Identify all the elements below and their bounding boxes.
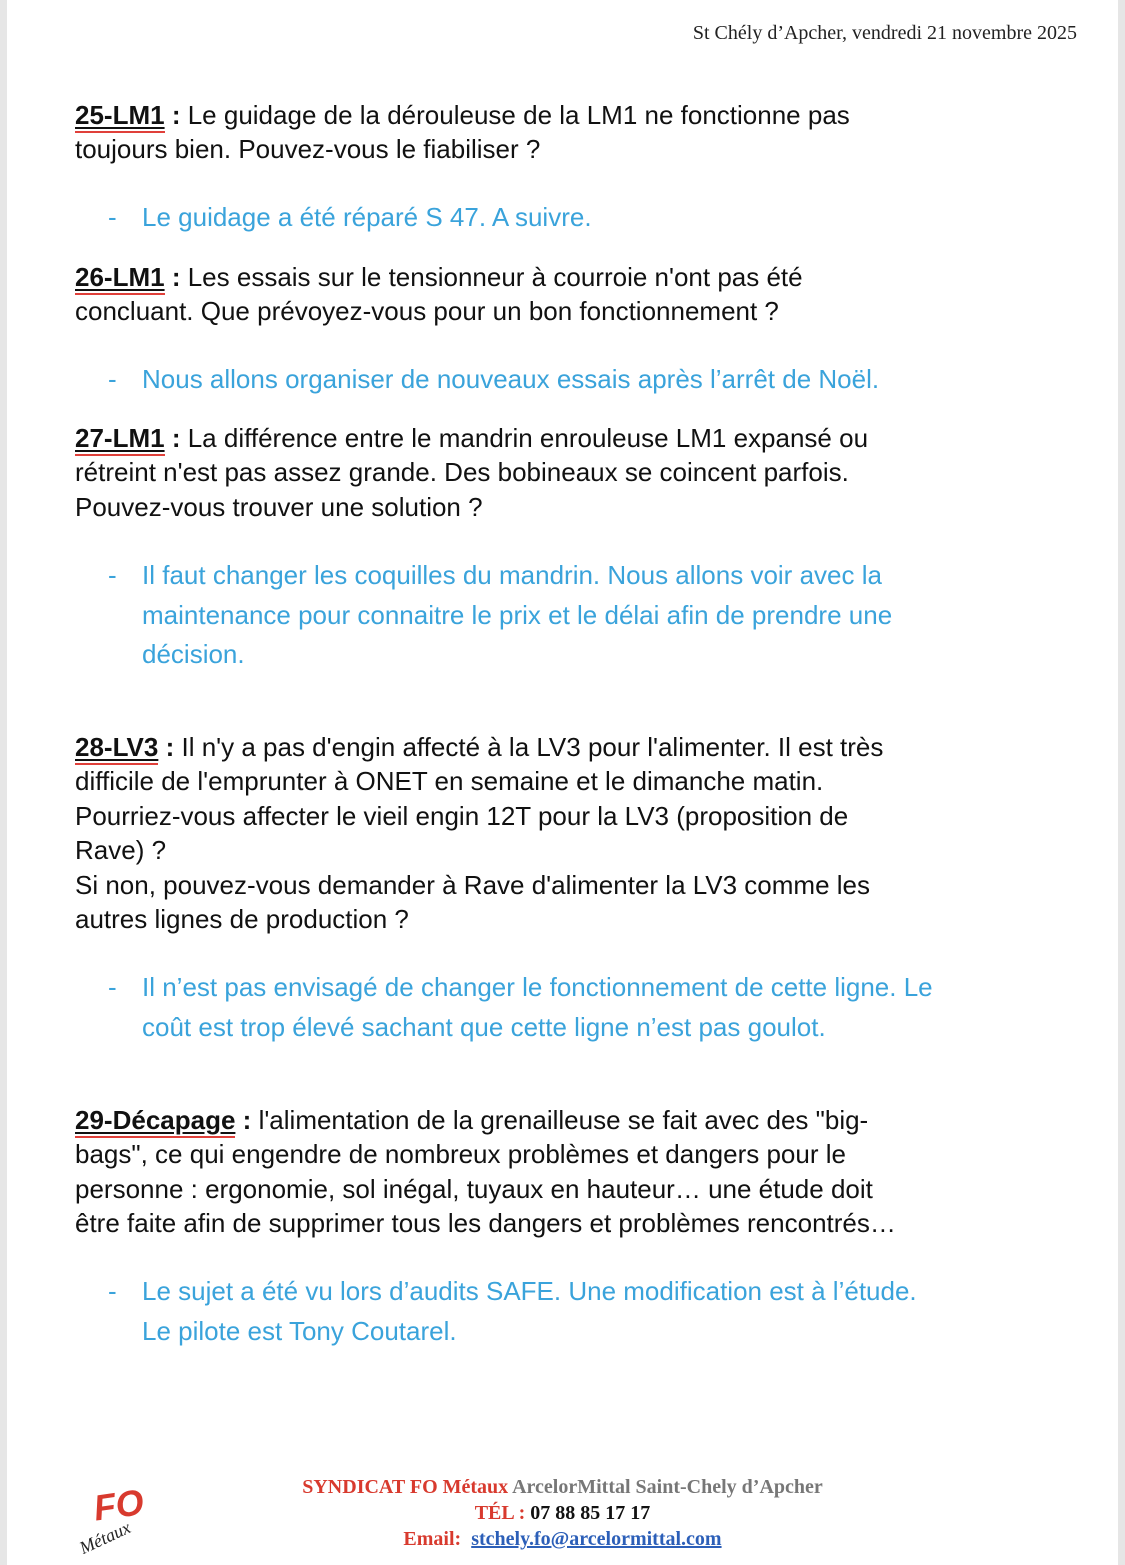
question-line: Si non, pouvez-vous demander à Rave d'al… [75,869,871,900]
answer-5: - Le sujet a été vu lors d’audits SAFE. U… [108,1272,917,1351]
question-line: Pouvez-vous trouver une solution ? [75,491,483,522]
question-text: l'alimentation de la grenailleuse se fai… [258,1105,869,1135]
question-line: rétreint n'est pas assez grande. Des bob… [75,457,849,488]
answer-4: - Il n’est pas envisagé de changer le fon… [108,968,933,1047]
fo-metaux-logo: FO Métaux [75,1481,146,1554]
item-ref: 28-LV3 [75,732,159,765]
bullet-dash: - [108,972,117,1002]
question-1: 25-LM1 : Le guidage de la dérouleuse de … [75,98,850,167]
footer-org: SYNDICAT FO Métaux [302,1476,509,1498]
question-text: Le guidage de la dérouleuse de la LM1 ne… [187,100,850,130]
answer-line: Le sujet a été vu lors d’audits SAFE. Un… [142,1276,917,1306]
page-edge-right [1118,0,1125,1565]
colon: : [171,100,181,130]
colon: : [165,732,175,762]
question-line: difficile de l'emprunter à ONET en semai… [75,766,824,797]
question-4: 28-LV3 : Il n'y a pas d'engin affecté à … [75,730,883,936]
svg-text:FO: FO [91,1481,146,1529]
question-line: Rave) ? [75,835,167,866]
answer-line: maintenance pour connaitre le prix et le… [142,599,893,630]
item-ref: 27-LM1 [75,423,165,456]
answer-3: - Il faut changer les coquilles du mandri… [108,556,892,675]
page-edge-left [0,0,7,1565]
question-line: personne : ergonomie, sol inégal, tuyaux… [75,1173,873,1204]
answer-line: Le pilote est Tony Coutarel. [142,1315,457,1346]
item-ref: 25-LM1 [75,100,165,133]
question-line: 26-LM1 : Les essais sur le tensionneur à… [75,260,803,295]
question-line: 29-Décapage : l'alimentation de la grena… [75,1103,896,1138]
colon: : [171,262,181,292]
answer-line: décision. [142,639,245,669]
question-2: 26-LM1 : Les essais sur le tensionneur à… [75,260,803,329]
question-line: concluant. Que prévoyez-vous pour un bon… [75,296,779,327]
question-text: La différence entre le mandrin enrouleus… [187,423,869,453]
tel-label: TÉL : [474,1502,526,1524]
answer-2: - Nous allons organiser de nouveaux essai… [108,360,879,400]
footer: SYNDICAT FO Métaux ArcelorMittal Saint-C… [0,1474,1125,1552]
question-line: être faite afin de supprimer tous les da… [75,1208,896,1239]
question-line: bags", ce qui engendre de nombreux probl… [75,1139,846,1170]
item-ref: 26-LM1 [75,262,165,295]
question-line: 27-LM1 : La différence entre le mandrin … [75,421,869,456]
bullet-dash: - [108,560,117,590]
question-3: 27-LM1 : La différence entre le mandrin … [75,421,868,524]
answer-1: - Le guidage a été réparé S 47. A suivre. [108,198,592,238]
bullet-dash: - [108,1276,117,1306]
question-line: Pourriez-vous affecter le vieil engin 12… [75,800,849,831]
question-line: toujours bien. Pouvez-vous le fiabiliser… [75,134,541,165]
email-link[interactable]: stchely.fo@arcelormittal.com [471,1528,722,1550]
question-text: Les essais sur le tensionneur à courroie… [187,262,803,292]
question-line: 28-LV3 : Il n'y a pas d'engin affecté à … [75,730,884,765]
date-line: St Chély d’Apcher, vendredi 21 novembre … [692,22,1077,44]
bullet-dash: - [108,202,117,232]
answer-line: Il faut changer les coquilles du mandrin… [142,560,882,590]
question-line: autres lignes de production ? [75,904,409,935]
item-ref: 29-Décapage [75,1105,236,1138]
bullet-dash: - [108,364,117,394]
colon: : [242,1105,252,1135]
tel-number: 07 88 85 17 17 [530,1502,651,1524]
answer-line: Il n’est pas envisagé de changer le fonc… [142,972,933,1002]
email-label: Email: [403,1528,462,1550]
question-5: 29-Décapage : l'alimentation de la grena… [75,1103,896,1241]
footer-company: ArcelorMittal Saint-Chely d’Apcher [512,1476,823,1498]
answer-line: coût est trop élevé sachant que cette li… [142,1011,826,1042]
answer-line: Le guidage a été réparé S 47. A suivre. [142,202,592,232]
question-line: 25-LM1 : Le guidage de la dérouleuse de … [75,98,850,133]
question-text: Il n'y a pas d'engin affecté à la LV3 po… [181,732,884,762]
answer-line: Nous allons organiser de nouveaux essais… [142,364,880,394]
colon: : [171,423,181,453]
